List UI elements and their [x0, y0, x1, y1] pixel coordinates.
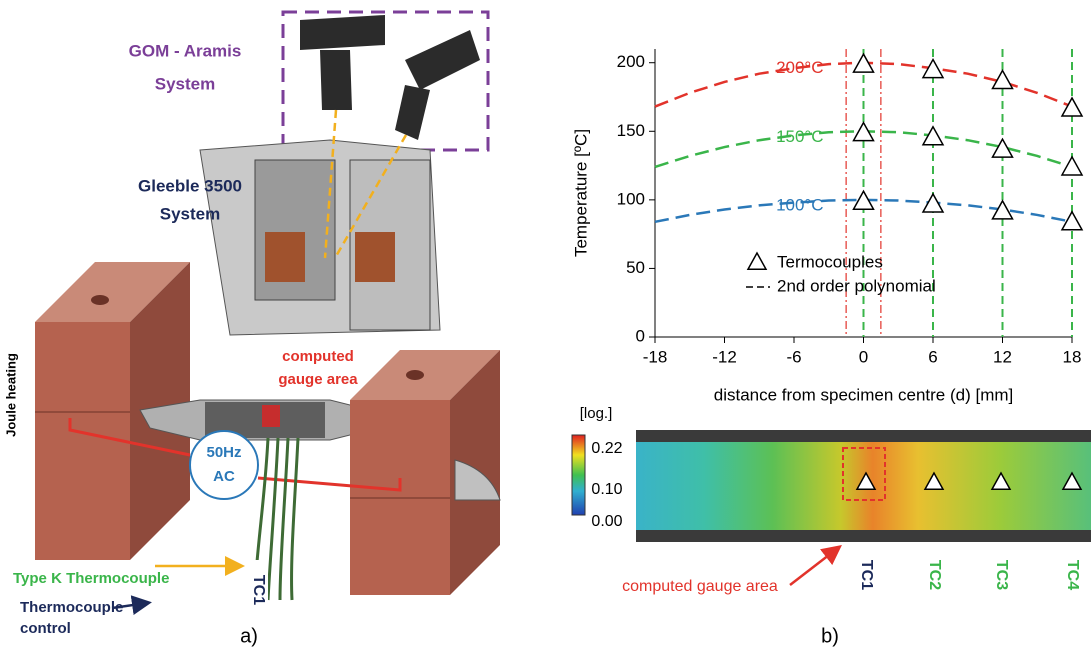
- x-tick-label: 0: [859, 347, 868, 366]
- gauge-label: computed: [282, 348, 354, 365]
- series-label: 150°C: [776, 127, 823, 146]
- x-tick-label: -18: [643, 347, 668, 366]
- gom-label: System: [155, 74, 215, 93]
- tc-label: TC4: [1064, 560, 1081, 590]
- thermocouple-point: [1060, 155, 1084, 176]
- colorbar-label: 0.10: [591, 481, 622, 498]
- y-tick-label: 200: [617, 52, 645, 71]
- control-label: control: [20, 620, 71, 637]
- gleeble-label: System: [160, 204, 220, 223]
- joule-label: Joule heating: [3, 353, 18, 437]
- thermocouple-point: [852, 121, 875, 142]
- thermocouple-point: [921, 192, 945, 213]
- colorbar-unit: [log.]: [580, 405, 613, 422]
- diagram-a: [35, 10, 501, 620]
- gauge-label: gauge area: [278, 371, 358, 388]
- map-marker: [1061, 471, 1083, 490]
- y-tick-label: 50: [626, 258, 645, 277]
- y-tick-label: 150: [617, 121, 645, 140]
- colorbar-label: 0.22: [591, 440, 622, 457]
- x-tick-label: 6: [928, 347, 937, 366]
- colorbar-label: 0.00: [591, 513, 622, 530]
- x-tick-label: -6: [786, 347, 801, 366]
- legend-marker: [746, 251, 768, 270]
- y-tick-label: 0: [636, 326, 645, 345]
- x-axis-label: distance from specimen centre (d) [mm]: [714, 385, 1013, 404]
- thermocouple-point: [991, 137, 1014, 158]
- thermocouple-point: [991, 199, 1014, 220]
- map-marker: [990, 471, 1012, 490]
- thermocouple-point: [921, 125, 945, 146]
- thermocouple-point: [852, 189, 875, 210]
- caption: b): [821, 625, 839, 647]
- legend-label: Termocouples: [777, 252, 883, 271]
- x-tick-label: 12: [993, 347, 1012, 366]
- map-marker: [855, 471, 877, 490]
- thermocouple-point: [1060, 210, 1084, 231]
- source-label: AC: [213, 468, 235, 485]
- tc-tab: [854, 545, 878, 615]
- thermocouple-point: [852, 52, 875, 73]
- legend-label: 2nd order polynomial: [777, 276, 936, 295]
- series-label: 100°C: [776, 195, 823, 214]
- x-tick-label: 18: [1063, 347, 1082, 366]
- thermocouple-point: [921, 58, 945, 79]
- tc-tab: [989, 545, 1013, 615]
- y-tick-label: 100: [617, 189, 645, 208]
- gleeble-label: Gleeble 3500: [138, 176, 242, 195]
- tc-label: TC1: [858, 560, 875, 590]
- map-marker: [923, 471, 945, 490]
- x-tick-label: -12: [712, 347, 737, 366]
- strain-map: [log.] 0.22 0.10 0.00 computed gauge are…: [571, 405, 1091, 647]
- tc-label: TC2: [926, 560, 943, 590]
- type-k-label: Type K Thermocouple: [13, 570, 169, 587]
- source-label: 50Hz: [206, 444, 241, 461]
- gom-label: GOM - Aramis: [129, 41, 242, 60]
- gauge-label: computed gauge area: [622, 578, 778, 595]
- thermocouple-point: [1060, 96, 1084, 117]
- tc-label: TC3: [993, 560, 1010, 590]
- thermocouple-point: [991, 68, 1014, 90]
- series-label: 200°C: [776, 58, 823, 77]
- labels-a: GOM - Aramis System Gleeble 3500 System …: [3, 41, 358, 647]
- control-label: Thermocouple: [20, 599, 123, 616]
- tc-tab: [922, 545, 946, 615]
- tc-tab: [1060, 545, 1084, 615]
- y-axis-label: Temperature [ºC]: [571, 129, 590, 257]
- tc1-label: TC1: [250, 575, 267, 605]
- caption: a): [240, 625, 258, 647]
